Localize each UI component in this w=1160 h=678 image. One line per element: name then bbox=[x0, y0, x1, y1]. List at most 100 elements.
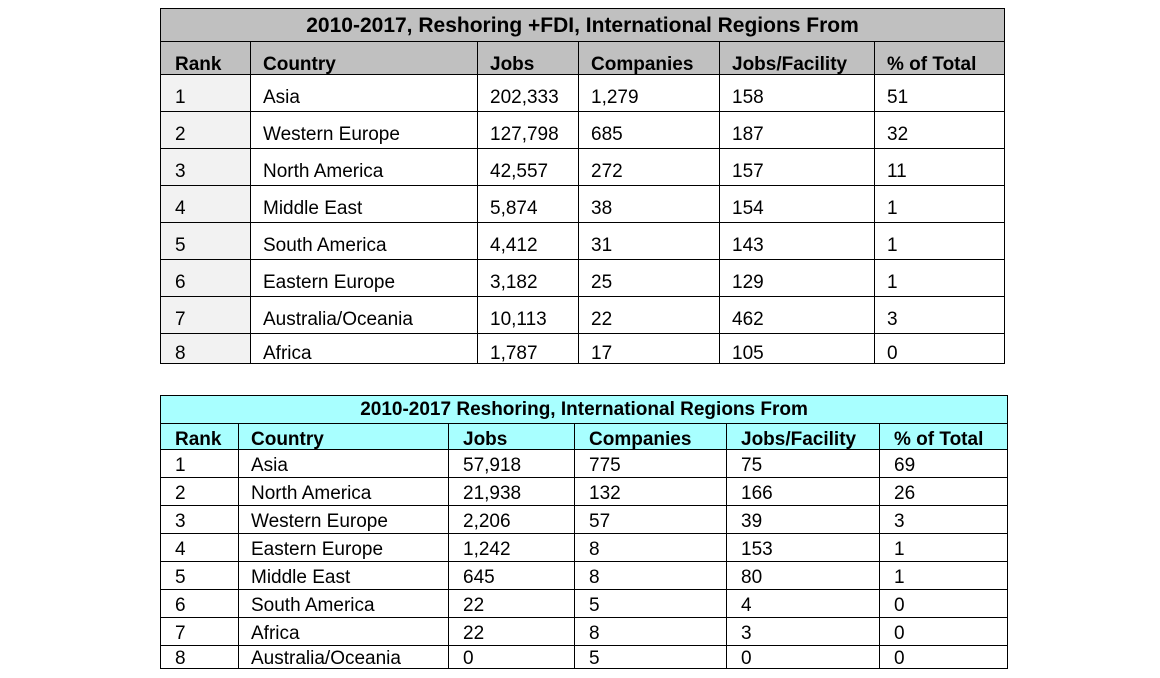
percent-of-total-cell: 1 bbox=[873, 185, 1006, 223]
country-cell: Middle East bbox=[250, 185, 478, 223]
percent-of-total-cell: 0 bbox=[878, 617, 1009, 646]
country-cell: Australia/Oceania bbox=[238, 645, 449, 669]
jobs-cell: 645 bbox=[448, 561, 575, 590]
column-header-jobs: Jobs bbox=[448, 423, 575, 450]
jobs-cell: 42,557 bbox=[477, 148, 579, 186]
country-cell: Asia bbox=[250, 74, 478, 112]
table-row: 1 Asia 202,333 1,279 158 51 bbox=[160, 74, 1006, 112]
country-cell: North America bbox=[238, 477, 449, 506]
column-header-percent-of-total: % of Total bbox=[878, 423, 1009, 450]
percent-of-total-cell: 32 bbox=[873, 111, 1006, 149]
country-cell: Western Europe bbox=[238, 505, 449, 534]
country-cell: South America bbox=[238, 589, 449, 618]
country-cell: Western Europe bbox=[250, 111, 478, 149]
jobs-cell: 3,182 bbox=[477, 259, 579, 297]
table-row: 7 Australia/Oceania 10,113 22 462 3 bbox=[160, 296, 1006, 334]
percent-of-total-cell: 69 bbox=[878, 449, 1009, 478]
percent-of-total-cell: 1 bbox=[873, 222, 1006, 260]
companies-cell: 17 bbox=[578, 333, 720, 364]
jobs-per-facility-cell: 105 bbox=[719, 333, 875, 364]
companies-cell: 8 bbox=[574, 533, 727, 562]
companies-cell: 22 bbox=[578, 296, 720, 334]
table-row: 2 Western Europe 127,798 685 187 32 bbox=[160, 111, 1006, 149]
jobs-per-facility-cell: 143 bbox=[719, 222, 875, 260]
rank-cell: 6 bbox=[160, 259, 251, 297]
jobs-cell: 10,113 bbox=[477, 296, 579, 334]
jobs-per-facility-cell: 157 bbox=[719, 148, 875, 186]
jobs-cell: 22 bbox=[448, 617, 575, 646]
table-row: 4 Middle East 5,874 38 154 1 bbox=[160, 185, 1006, 223]
jobs-per-facility-cell: 129 bbox=[719, 259, 875, 297]
country-cell: North America bbox=[250, 148, 478, 186]
table-row: 5 Middle East 645 8 80 1 bbox=[160, 561, 1009, 590]
column-header-rank: Rank bbox=[160, 41, 251, 75]
table-row: 1 Asia 57,918 775 75 69 bbox=[160, 449, 1009, 478]
jobs-cell: 1,787 bbox=[477, 333, 579, 364]
percent-of-total-cell: 51 bbox=[873, 74, 1006, 112]
percent-of-total-cell: 3 bbox=[878, 505, 1009, 534]
jobs-per-facility-cell: 80 bbox=[726, 561, 880, 590]
column-header-jobs-per-facility: Jobs/Facility bbox=[719, 41, 875, 75]
percent-of-total-cell: 1 bbox=[873, 259, 1006, 297]
table-row: 3 Western Europe 2,206 57 39 3 bbox=[160, 505, 1009, 534]
companies-cell: 685 bbox=[578, 111, 720, 149]
companies-cell: 8 bbox=[574, 561, 727, 590]
percent-of-total-cell: 0 bbox=[878, 645, 1009, 669]
reshoring-fdi-table: 2010-2017, Reshoring +FDI, International… bbox=[159, 8, 1006, 364]
rank-cell: 8 bbox=[160, 333, 251, 364]
companies-cell: 132 bbox=[574, 477, 727, 506]
companies-cell: 38 bbox=[578, 185, 720, 223]
table-title: 2010-2017, Reshoring +FDI, International… bbox=[159, 8, 1006, 42]
jobs-per-facility-cell: 39 bbox=[726, 505, 880, 534]
jobs-per-facility-cell: 158 bbox=[719, 74, 875, 112]
column-header-country: Country bbox=[250, 41, 478, 75]
jobs-cell: 57,918 bbox=[448, 449, 575, 478]
jobs-per-facility-cell: 166 bbox=[726, 477, 880, 506]
country-cell: South America bbox=[250, 222, 478, 260]
country-cell: Australia/Oceania bbox=[250, 296, 478, 334]
jobs-per-facility-cell: 154 bbox=[719, 185, 875, 223]
country-cell: Africa bbox=[238, 617, 449, 646]
rank-cell: 3 bbox=[160, 148, 251, 186]
companies-cell: 5 bbox=[574, 645, 727, 669]
companies-cell: 775 bbox=[574, 449, 727, 478]
country-cell: Africa bbox=[250, 333, 478, 364]
rank-cell: 1 bbox=[160, 74, 251, 112]
percent-of-total-cell: 11 bbox=[873, 148, 1006, 186]
table-row: 2 North America 21,938 132 166 26 bbox=[160, 477, 1009, 506]
rank-cell: 4 bbox=[160, 533, 239, 562]
companies-cell: 25 bbox=[578, 259, 720, 297]
country-cell: Eastern Europe bbox=[250, 259, 478, 297]
rank-cell: 2 bbox=[160, 111, 251, 149]
header-row: Rank Country Jobs Companies Jobs/Facilit… bbox=[160, 423, 1009, 450]
column-header-rank: Rank bbox=[160, 423, 239, 450]
table-row: 6 South America 22 5 4 0 bbox=[160, 589, 1009, 618]
jobs-cell: 1,242 bbox=[448, 533, 575, 562]
jobs-cell: 21,938 bbox=[448, 477, 575, 506]
jobs-per-facility-cell: 462 bbox=[719, 296, 875, 334]
column-header-jobs: Jobs bbox=[477, 41, 579, 75]
column-header-country: Country bbox=[238, 423, 449, 450]
companies-cell: 272 bbox=[578, 148, 720, 186]
jobs-cell: 0 bbox=[448, 645, 575, 669]
column-header-jobs-per-facility: Jobs/Facility bbox=[726, 423, 880, 450]
jobs-cell: 22 bbox=[448, 589, 575, 618]
rank-cell: 7 bbox=[160, 296, 251, 334]
country-cell: Middle East bbox=[238, 561, 449, 590]
table-row: 6 Eastern Europe 3,182 25 129 1 bbox=[160, 259, 1006, 297]
jobs-cell: 127,798 bbox=[477, 111, 579, 149]
companies-cell: 31 bbox=[578, 222, 720, 260]
rank-cell: 6 bbox=[160, 589, 239, 618]
rank-cell: 1 bbox=[160, 449, 239, 478]
rank-cell: 2 bbox=[160, 477, 239, 506]
rank-cell: 3 bbox=[160, 505, 239, 534]
jobs-cell: 2,206 bbox=[448, 505, 575, 534]
jobs-per-facility-cell: 153 bbox=[726, 533, 880, 562]
column-header-companies: Companies bbox=[574, 423, 727, 450]
jobs-per-facility-cell: 3 bbox=[726, 617, 880, 646]
percent-of-total-cell: 0 bbox=[878, 589, 1009, 618]
jobs-per-facility-cell: 0 bbox=[726, 645, 880, 669]
companies-cell: 5 bbox=[574, 589, 727, 618]
table-row: 4 Eastern Europe 1,242 8 153 1 bbox=[160, 533, 1009, 562]
column-header-percent-of-total: % of Total bbox=[873, 41, 1006, 75]
